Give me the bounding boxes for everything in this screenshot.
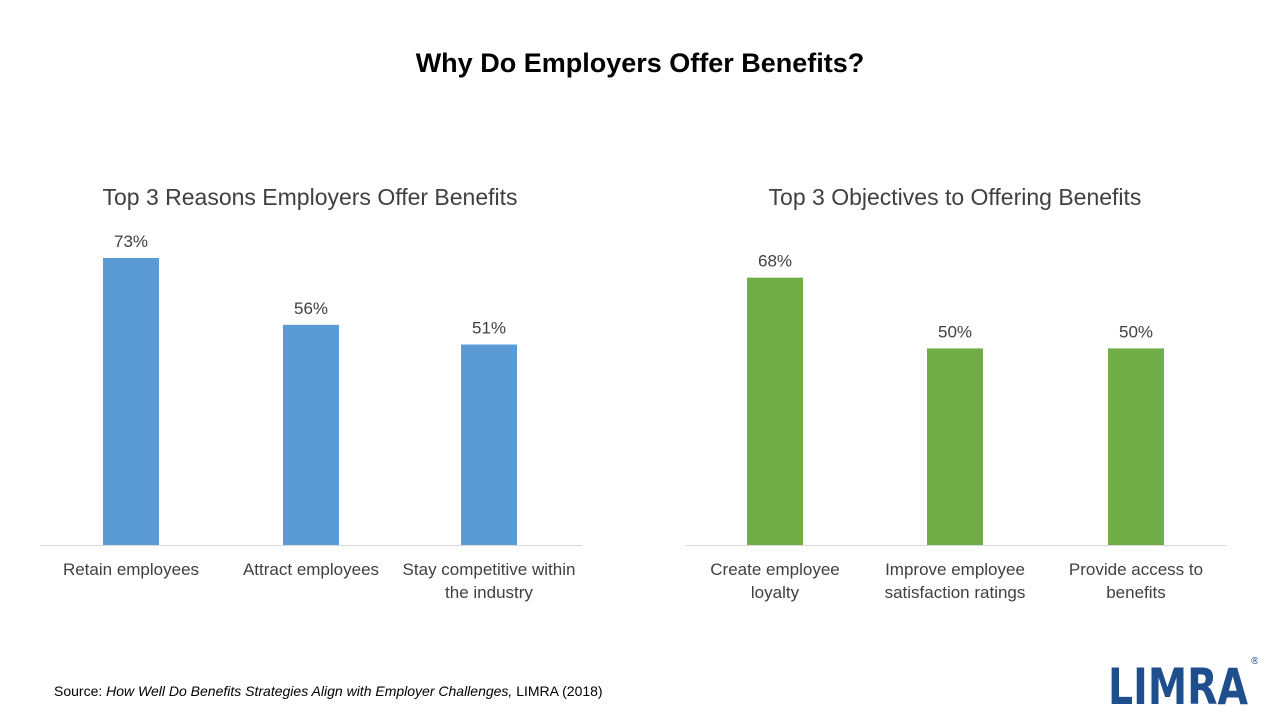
logo-wordmark: LIMRA <box>1108 658 1248 710</box>
data-label: 50% <box>1119 322 1153 341</box>
source-title: How Well Do Benefits Strategies Align wi… <box>106 683 513 699</box>
source-prefix: Source: <box>54 683 107 699</box>
bar <box>461 344 517 545</box>
tick-label: satisfaction ratings <box>885 583 1026 602</box>
tick-label: Stay competitive within <box>403 560 576 579</box>
tick-label: the industry <box>445 583 533 602</box>
bar <box>283 324 339 545</box>
tick-label: loyalty <box>751 583 800 602</box>
data-label: 73% <box>114 232 148 251</box>
page-title: Why Do Employers Offer Benefits? <box>415 48 865 78</box>
bar <box>927 348 983 545</box>
source-citation: Source: How Well Do Benefits Strategies … <box>54 683 603 699</box>
chart-title: Top 3 Objectives to Offering Benefits <box>769 184 1142 210</box>
tick-label: Attract employees <box>243 560 379 579</box>
bar <box>747 277 803 545</box>
limra-logo: LIMRA ® <box>1108 656 1258 710</box>
tick-label: Provide access to <box>1069 560 1203 579</box>
logo-registered-mark: ® <box>1250 656 1258 667</box>
chart-title: Top 3 Reasons Employers Offer Benefits <box>102 184 517 210</box>
source-suffix: LIMRA (2018) <box>512 683 603 699</box>
tick-label: Create employee <box>710 560 839 579</box>
data-label: 50% <box>938 322 972 341</box>
tick-label: Retain employees <box>63 560 199 579</box>
data-label: 68% <box>758 252 792 271</box>
tick-label: benefits <box>1106 583 1166 602</box>
chart-2: Top 3 Objectives to Offering Benefits 68%… <box>685 184 1227 602</box>
bar <box>103 258 159 545</box>
data-label: 51% <box>472 318 506 337</box>
bar <box>1108 348 1164 545</box>
data-label: 56% <box>294 299 328 318</box>
tick-label: Improve employee <box>885 560 1025 579</box>
chart-1: Top 3 Reasons Employers Offer Benefits 73… <box>40 184 582 602</box>
